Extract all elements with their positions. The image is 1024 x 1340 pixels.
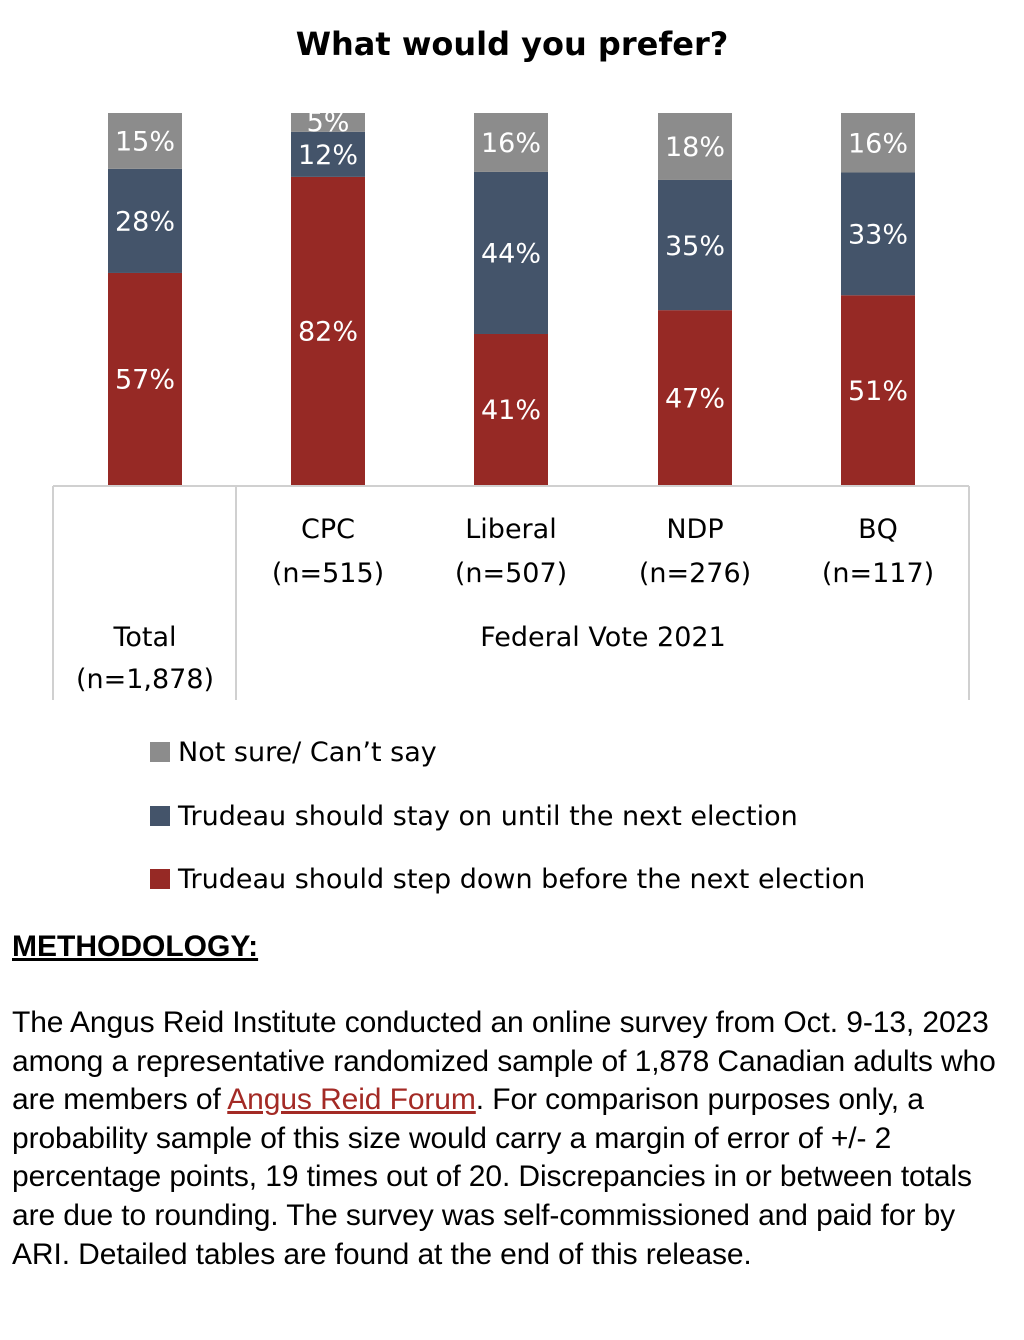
methodology-section: METHODOLOGY: The Angus Reid Institute co… (12, 928, 1012, 1274)
data-label-cpc-series-0: 82% (298, 317, 358, 348)
category-n-bq: (n=117) (822, 558, 934, 589)
data-label-total-series-1: 28% (115, 207, 175, 238)
category-n-liberal: (n=507) (455, 558, 567, 589)
data-label-liberal-series-0: 41% (481, 395, 541, 426)
category-labels: Total (n=1,878) CPC (n=515) Liberal (n=507) ND… (76, 514, 934, 695)
data-label-ndp-series-2: 18% (665, 132, 725, 163)
category-label-total: Total (112, 622, 176, 653)
bar-total-series-2 (108, 113, 182, 169)
category-label-liberal: Liberal (465, 514, 556, 545)
angus-reid-forum-link[interactable]: Angus Reid Forum (227, 1083, 476, 1117)
bar-bq-series-2 (841, 113, 915, 173)
methodology-text: The Angus Reid Institute conducted an on… (12, 1004, 1012, 1274)
data-label-total-series-2: 15% (115, 127, 175, 158)
bar-ndp-series-2 (658, 113, 732, 180)
methodology-text-start: The Angus Reid Institute conducted an on… (12, 1006, 996, 1117)
legend: Not sure/ Can’t say Trudeau should stay o… (150, 737, 865, 895)
data-label-bq-series-1: 33% (848, 220, 908, 251)
data-label-liberal-series-1: 44% (481, 239, 541, 270)
data-label-total-series-0: 57% (115, 365, 175, 396)
group-label: Federal Vote 2021 (480, 622, 726, 653)
bar-cpc-series-2 (291, 113, 365, 132)
chart-title: What would you prefer? (296, 25, 729, 63)
bar-liberal-series-0 (474, 333, 548, 485)
stacked-bar-chart: What would you prefer? 57% 28% 15% 82% 12%5%… (52, 25, 970, 895)
legend-swatch-trudeau-should-step-down-before-the-next-election (150, 869, 170, 889)
category-n-cpc: (n=515) (272, 558, 384, 589)
data-label-bq-series-0: 51% (848, 376, 908, 407)
bar-liberal-series-1 (474, 171, 548, 334)
methodology-text-end: . For comparison purposes only, a probab… (12, 1083, 972, 1271)
category-axis-table (52, 485, 970, 700)
data-label-liberal-series-2: 16% (481, 128, 541, 159)
category-n-ndp: (n=276) (639, 558, 751, 589)
bar-total-series-1 (108, 168, 182, 273)
bar-cpc-series-1 (291, 131, 365, 177)
bar-liberal-series-2 (474, 113, 548, 172)
bar-bq-series-0 (841, 295, 915, 485)
legend-label-not-sure-can-t-say: Not sure/ Can’t say (178, 737, 437, 768)
data-label-cpc-series-1: 12% (298, 140, 358, 171)
category-label-cpc: CPC (301, 514, 355, 545)
bar-cpc-series-0 (291, 176, 365, 485)
methodology-heading: METHODOLOGY: (12, 930, 259, 963)
data-label-ndp-series-1: 35% (665, 231, 725, 262)
bar-ndp-series-0 (658, 310, 732, 485)
category-label-bq: BQ (858, 514, 898, 545)
bar-ndp-series-1 (658, 179, 732, 311)
category-label-ndp: NDP (666, 514, 723, 545)
legend-label-trudeau-should-step-down-before-the-next-election: Trudeau should step down before the next… (177, 864, 865, 895)
data-label-bq-series-2: 16% (848, 128, 908, 159)
data-label-ndp-series-0: 47% (665, 383, 725, 414)
bar-total-series-0 (108, 272, 182, 485)
category-n-total: (n=1,878) (76, 664, 214, 695)
legend-swatch-not-sure-can-t-say (150, 742, 170, 762)
bar-bq-series-1 (841, 172, 915, 296)
legend-label-trudeau-should-stay-on-until-the-next-election: Trudeau should stay on until the next el… (177, 801, 798, 832)
bars-layer: 57% 28% 15% 82% 12%5% 41% 44% 16% 47% 35% 18% 51% 33… (108, 107, 915, 485)
data-label-cpc-series-2: 5% (307, 107, 350, 138)
legend-swatch-trudeau-should-stay-on-until-the-next-election (150, 806, 170, 826)
